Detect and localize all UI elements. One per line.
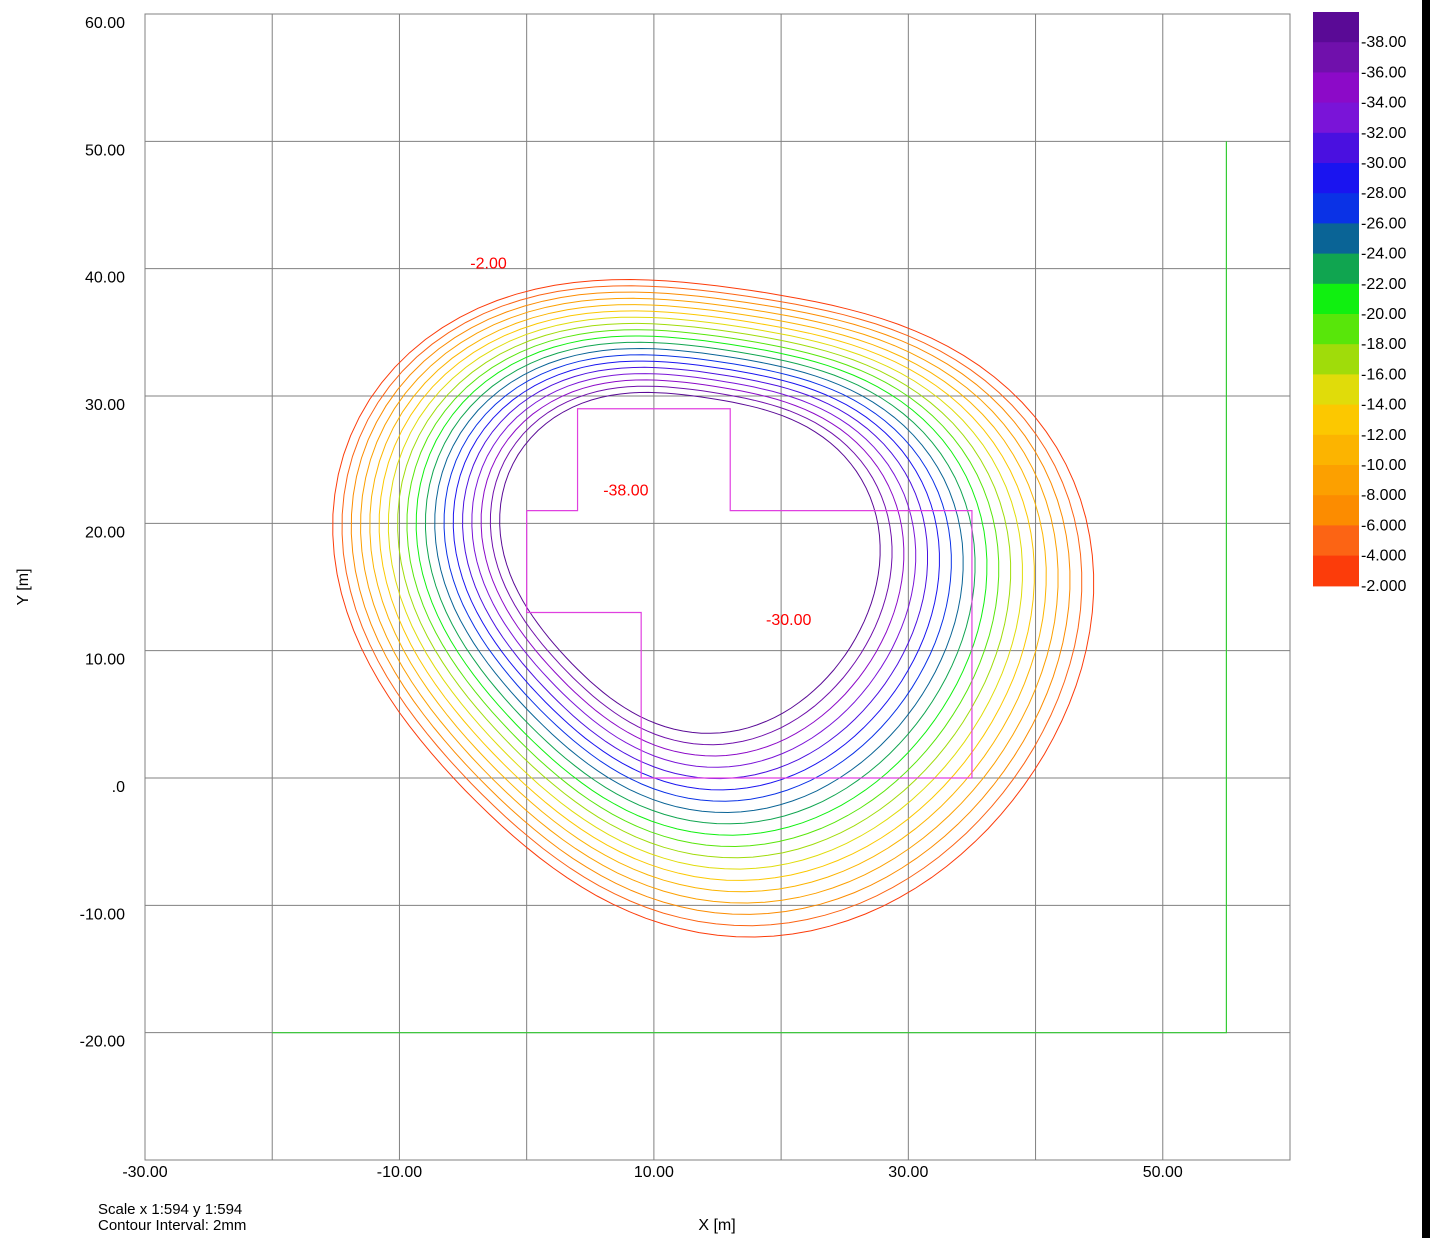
y-tick-label: 10.00 [85, 652, 125, 669]
y-tick-label: -10.00 [80, 906, 125, 923]
plot-frame [144, 13, 1291, 1161]
legend-swatch [1313, 132, 1359, 164]
contour-line [489, 385, 893, 746]
boundary-line [272, 141, 1227, 1034]
contour-line [462, 366, 928, 780]
legend-label: -14.00 [1361, 397, 1406, 414]
contour-line [424, 341, 976, 825]
scale-text: Scale x 1:594 y 1:594 [98, 1201, 243, 1218]
x-tick-labels: -30.00 -10.00 10.00 30.00 50.00 [122, 1164, 1183, 1181]
x-tick-label: -10.00 [377, 1164, 422, 1181]
grid [144, 13, 1291, 1161]
y-axis-title: Y [m] [15, 568, 32, 605]
contour-line [471, 373, 917, 768]
contour-line [350, 291, 1071, 915]
legend-label: -12.00 [1361, 427, 1406, 444]
contour-line [443, 354, 952, 802]
legend-swatch [1313, 465, 1359, 496]
legend-label: -6.000 [1361, 517, 1406, 534]
x-tick-label: 10.00 [634, 1164, 674, 1181]
contour-lines [332, 278, 1095, 938]
contour-label: -38.00 [603, 482, 648, 499]
contour-line [415, 335, 988, 836]
contour-line [360, 297, 1059, 904]
contour-line [452, 360, 940, 791]
y-tick-label: -20.00 [80, 1034, 125, 1051]
contour-interval-text: Contour Interval: 2mm [98, 1217, 247, 1234]
contour-line [369, 304, 1047, 893]
legend-label: -20.00 [1361, 306, 1406, 323]
contour-line [378, 310, 1035, 881]
legend-swatch [1313, 42, 1359, 73]
legend-swatch [1313, 525, 1359, 557]
legend-swatch [1313, 12, 1359, 43]
x-axis-title: X [m] [698, 1217, 735, 1234]
legend-swatch [1313, 102, 1359, 134]
y-tick-label: 40.00 [85, 270, 125, 287]
legend-swatch [1313, 434, 1359, 466]
legend-swatch [1313, 495, 1359, 526]
legend-label: -10.00 [1361, 457, 1406, 474]
legend-label: -8.000 [1361, 487, 1406, 504]
legend-swatch [1313, 283, 1359, 315]
legend-label: -32.00 [1361, 125, 1406, 142]
legend-label: -24.00 [1361, 246, 1406, 263]
contour-label: -2.00 [470, 256, 507, 273]
legend-swatch [1313, 555, 1359, 587]
window-edge [1422, 0, 1430, 1238]
legend-label: -26.00 [1361, 215, 1406, 232]
legend-swatch [1313, 404, 1359, 436]
y-tick-label: 20.00 [85, 524, 125, 541]
contour-line [397, 322, 1012, 859]
legend-label: -2.000 [1361, 578, 1406, 595]
y-tick-label: 60.00 [85, 15, 125, 32]
legend-label: -4.000 [1361, 548, 1406, 565]
legend-swatch [1313, 344, 1359, 375]
legend-label: -16.00 [1361, 366, 1406, 383]
contour-line [332, 278, 1095, 938]
legend-label: -38.00 [1361, 34, 1406, 51]
legend-swatch [1313, 314, 1359, 345]
legend-swatch [1313, 72, 1359, 104]
contour-line [480, 379, 905, 757]
contour-line [387, 316, 1023, 870]
legend-label: -22.00 [1361, 276, 1406, 293]
contour-line [341, 285, 1083, 927]
legend-swatch [1313, 223, 1359, 255]
legend-label: -18.00 [1361, 336, 1406, 353]
site-boundary [272, 141, 1227, 1034]
legend-swatch [1313, 374, 1359, 406]
y-tick-labels: 60.00 50.00 40.00 30.00 20.00 10.00 .0 -10.00 -2… [80, 15, 125, 1051]
building-line [526, 408, 973, 779]
contour-labels: -2.00 -38.00 -30.00 [470, 256, 811, 630]
y-tick-label: .0 [112, 779, 125, 796]
y-tick-label: 50.00 [85, 142, 125, 159]
legend-label: -28.00 [1361, 185, 1406, 202]
contour-line [499, 391, 881, 734]
x-tick-label: 50.00 [1143, 1164, 1183, 1181]
color-legend: -38.00 -36.00 -34.00 -32.00 -30.00 -28.00 -26.… [1313, 12, 1406, 595]
legend-label: -30.00 [1361, 155, 1406, 172]
x-tick-label: 30.00 [888, 1164, 928, 1181]
contour-label: -30.00 [766, 612, 811, 629]
legend-label: -36.00 [1361, 64, 1406, 81]
legend-swatch [1313, 193, 1359, 224]
legend-swatch [1313, 253, 1359, 285]
legend-label: -34.00 [1361, 95, 1406, 112]
y-tick-label: 30.00 [85, 397, 125, 414]
legend-swatch [1313, 163, 1359, 194]
contour-line [406, 329, 1000, 848]
x-tick-label: -30.00 [122, 1164, 167, 1181]
building-outline [526, 408, 973, 779]
contour-line [434, 347, 964, 814]
